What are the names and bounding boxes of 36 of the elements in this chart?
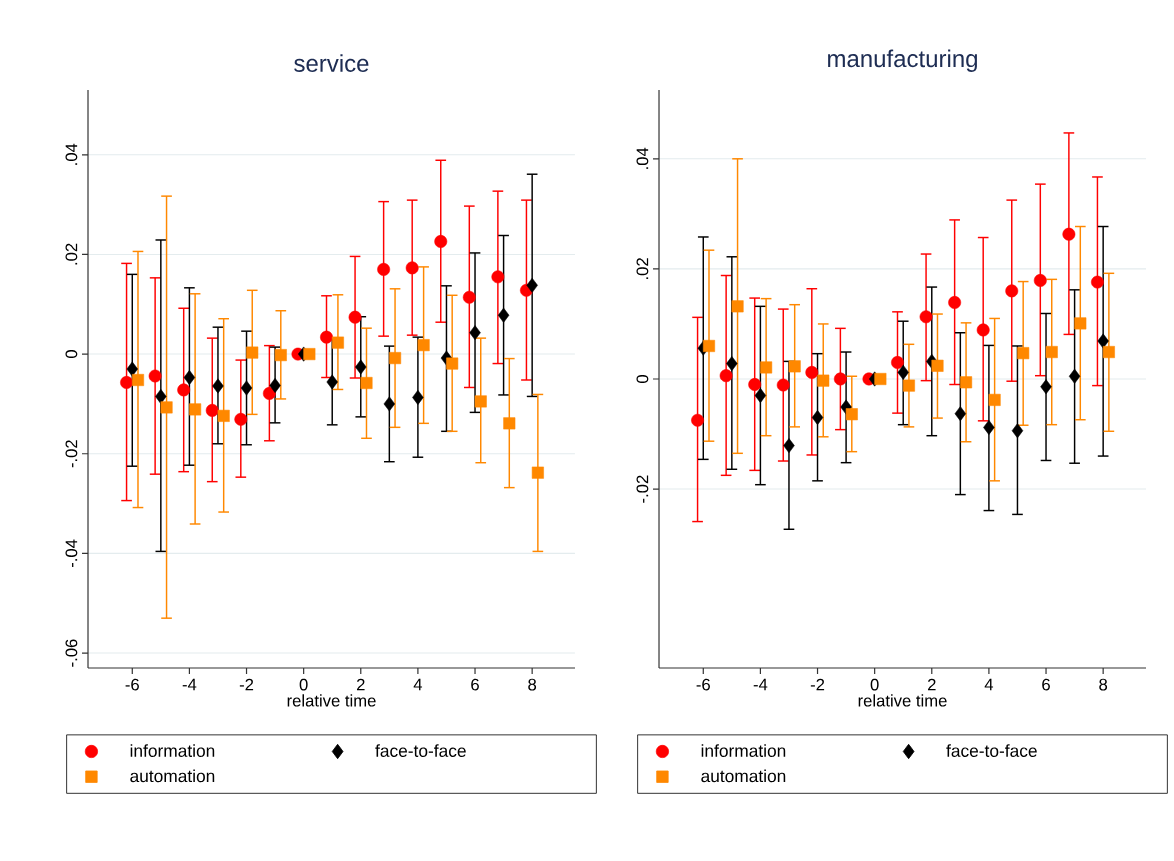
- legend-label: face-to-face: [946, 744, 1037, 757]
- x-tick-label: 6: [1042, 678, 1050, 691]
- y-tick-label: .04: [65, 143, 78, 165]
- x-axis-title: relative time: [858, 694, 947, 707]
- legend-label: automation: [130, 769, 215, 783]
- x-tick-label: -4: [182, 678, 197, 691]
- y-tick-label: .02: [636, 258, 649, 279]
- y-tick-label: .04: [636, 147, 649, 169]
- y-tick-label: -.04: [65, 539, 78, 568]
- legend-label: face-to-face: [375, 744, 466, 757]
- x-tick-label: 0: [299, 678, 308, 691]
- x-tick-label: 4: [413, 678, 423, 691]
- x-tick-label: 0: [870, 678, 879, 691]
- x-tick-label: -6: [125, 678, 139, 691]
- y-tick-label: -.06: [65, 639, 78, 667]
- x-tick-label: 8: [1099, 678, 1108, 691]
- x-tick-label: -6: [696, 678, 710, 691]
- x-tick-label: 2: [927, 678, 936, 691]
- x-tick-label: 4: [984, 678, 994, 691]
- x-tick-label: -2: [810, 678, 825, 691]
- legend-label: automation: [701, 769, 786, 783]
- x-tick-label: -2: [239, 678, 254, 691]
- y-tick-label: .02: [65, 243, 78, 265]
- chart-title: service: [294, 54, 369, 72]
- legend-label: information: [130, 744, 215, 757]
- x-tick-label: 6: [471, 678, 479, 691]
- y-tick-label: -.02: [636, 475, 649, 503]
- y-tick-label: 0: [65, 350, 78, 359]
- x-tick-label: -4: [753, 678, 768, 691]
- y-tick-label: -.02: [65, 440, 78, 468]
- legend-label: information: [701, 744, 786, 757]
- x-tick-label: 2: [356, 678, 365, 691]
- y-tick-label: 0: [636, 375, 649, 383]
- x-axis-title: relative time: [287, 694, 376, 707]
- chart-title: manufacturing: [828, 49, 977, 72]
- x-tick-label: 8: [528, 678, 537, 691]
